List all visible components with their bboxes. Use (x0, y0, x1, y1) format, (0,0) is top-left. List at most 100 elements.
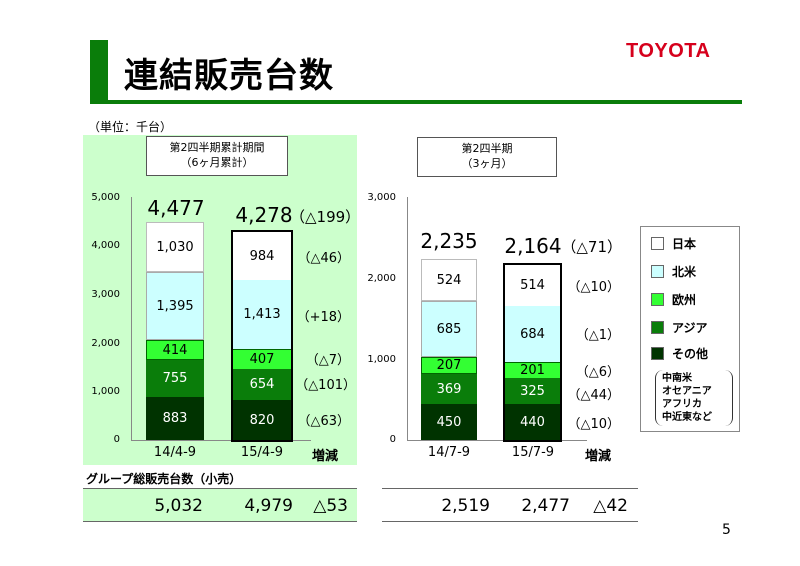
delta-total: （△199） (290, 208, 361, 226)
delta-other: （△10） (567, 417, 620, 432)
group-sales-value: 5,032 (154, 496, 203, 516)
note-line: オセアニア (662, 386, 712, 397)
segment-other: 440 (505, 404, 560, 440)
segment-other: 883 (146, 397, 204, 440)
left-chart-header: 第2四半期累計期間 （6ヶ月累計） (146, 136, 288, 176)
legend-label: 日本 (672, 237, 697, 251)
segment-europe: 207 (421, 357, 477, 374)
delta-north-america: （△1） (575, 328, 620, 343)
bar-14-7-9: 524 685 207 369 450 (421, 259, 477, 440)
group-sales-value: 4,979 (244, 496, 293, 516)
note-line: 中南米 (662, 373, 692, 384)
segment-north-america: 685 (421, 301, 477, 357)
swatch-icon (651, 347, 664, 360)
group-sales-delta: △53 (313, 496, 348, 516)
segment-north-america: 684 (505, 306, 560, 362)
segment-asia: 755 (146, 360, 204, 397)
toyota-logo: TOYOTA (626, 40, 711, 62)
y-tick: 2,000 (91, 338, 120, 349)
segment-japan: 1,030 (146, 222, 204, 272)
segment-japan: 984 (233, 232, 291, 280)
delta-japan: （△46） (297, 251, 350, 266)
right-chart-header: 第2四半期 （3ヶ月） (417, 137, 557, 177)
y-tick: 0 (113, 434, 120, 445)
delta-europe: （△7） (305, 353, 350, 368)
title-accent-bar (90, 40, 108, 100)
segment-other: 450 (421, 404, 477, 440)
swatch-icon (651, 293, 664, 306)
bar-total: 2,164 (504, 234, 562, 258)
legend-label: その他 (672, 347, 709, 361)
chart-legend: 日本 北米 欧州 アジア その他 中南米 オセアニア アフリカ 中近東など (640, 226, 740, 432)
legend-item-other: その他 (651, 345, 708, 362)
left-header-line1: 第2四半期累計期間 (169, 141, 265, 154)
delta-asia: （△44） (567, 388, 620, 403)
left-chart-panel (83, 135, 357, 465)
x-axis (131, 440, 311, 441)
right-header-line1: 第2四半期 (461, 142, 513, 155)
segment-north-america: 1,413 (233, 280, 291, 349)
bar-total: 4,278 (235, 203, 293, 227)
y-tick: 3,000 (91, 289, 120, 300)
delta-column-label: 増減 (584, 449, 611, 464)
y-tick: 1,000 (91, 386, 120, 397)
segment-asia: 325 (505, 378, 560, 404)
legend-label: 欧州 (672, 293, 697, 307)
legend-label: 北米 (672, 265, 697, 279)
legend-item-asia: アジア (651, 319, 708, 336)
legend-item-europe: 欧州 (651, 291, 696, 308)
group-sales-label: グループ総販売台数（小売） (86, 472, 242, 486)
bar-total: 2,235 (420, 229, 478, 253)
group-sales-value: 2,477 (521, 496, 570, 516)
y-tick: 5,000 (91, 192, 120, 203)
note-line: アフリカ (662, 399, 702, 410)
note-line: 中近東など (662, 412, 712, 423)
legend-item-japan: 日本 (651, 235, 696, 252)
segment-asia: 654 (233, 369, 291, 400)
bar-14-4-9: 1,030 1,395 414 755 883 (146, 222, 204, 440)
delta-asia: （△101） (295, 378, 356, 393)
group-sales-value: 2,519 (441, 496, 490, 516)
segment-north-america: 1,395 (146, 272, 204, 340)
y-tick: 3,000 (367, 192, 396, 203)
segment-other: 820 (233, 400, 291, 440)
bar-total: 4,477 (147, 196, 205, 220)
group-sales-delta: △42 (593, 496, 628, 516)
y-axis (131, 197, 132, 441)
left-header-line2: （6ヶ月累計） (180, 156, 254, 169)
segment-japan: 514 (505, 265, 560, 306)
segment-europe: 407 (233, 349, 291, 369)
y-tick: 1,000 (367, 354, 396, 365)
bar-15-4-9: 984 1,413 407 654 820 (231, 230, 293, 442)
segment-japan: 524 (421, 259, 477, 301)
unit-label: （単位：千台） (88, 120, 173, 134)
swatch-icon (651, 265, 664, 278)
group-sales-left-row: 5,032 4,979 △53 (83, 488, 357, 522)
y-axis (407, 197, 408, 441)
bar-15-7-9: 514 684 201 325 440 (503, 263, 562, 442)
x-axis (407, 440, 587, 441)
x-label: 15/4-9 (240, 445, 284, 460)
legend-item-north-america: 北米 (651, 263, 696, 280)
y-tick: 2,000 (367, 273, 396, 284)
delta-total: （△71） (561, 238, 622, 256)
page-number: 5 (722, 522, 731, 538)
delta-north-america: （+18） (296, 310, 350, 325)
segment-europe: 414 (146, 340, 204, 360)
swatch-icon (651, 237, 664, 250)
delta-europe: （△6） (575, 365, 620, 380)
x-label: 15/7-9 (511, 445, 555, 460)
delta-column-label: 増減 (311, 449, 338, 464)
swatch-icon (651, 321, 664, 334)
y-tick: 4,000 (91, 240, 120, 251)
group-sales-right-row: 2,519 2,477 △42 (382, 488, 638, 522)
y-tick: 0 (389, 434, 396, 445)
legend-label: アジア (672, 321, 708, 335)
segment-europe: 201 (505, 362, 560, 378)
page-title: 連結販売台数 (124, 56, 334, 96)
right-header-line2: （3ヶ月） (461, 157, 513, 170)
legend-other-note: 中南米 オセアニア アフリカ 中近東など (655, 370, 733, 426)
delta-japan: （△10） (567, 280, 620, 295)
delta-other: （△63） (297, 414, 350, 429)
x-label: 14/4-9 (153, 445, 197, 460)
